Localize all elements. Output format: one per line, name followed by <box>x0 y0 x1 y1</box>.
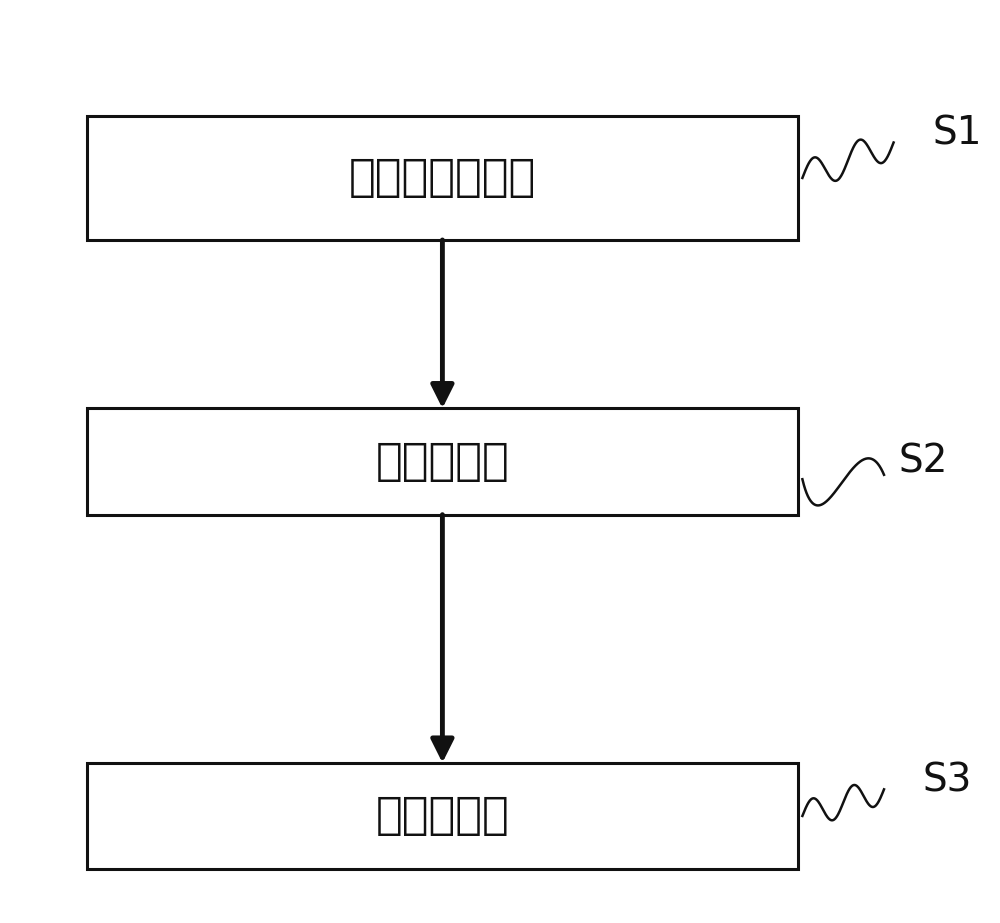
Text: S3: S3 <box>922 761 972 799</box>
Text: 增强层浇注: 增强层浇注 <box>376 795 509 837</box>
Text: 吸波层多次浇注: 吸波层多次浇注 <box>349 157 536 199</box>
Text: S1: S1 <box>932 114 982 152</box>
Bar <box>87 762 798 869</box>
Text: 导电层浇注: 导电层浇注 <box>376 440 509 483</box>
Bar <box>87 116 798 240</box>
Text: S2: S2 <box>898 442 948 481</box>
Bar <box>87 408 798 515</box>
